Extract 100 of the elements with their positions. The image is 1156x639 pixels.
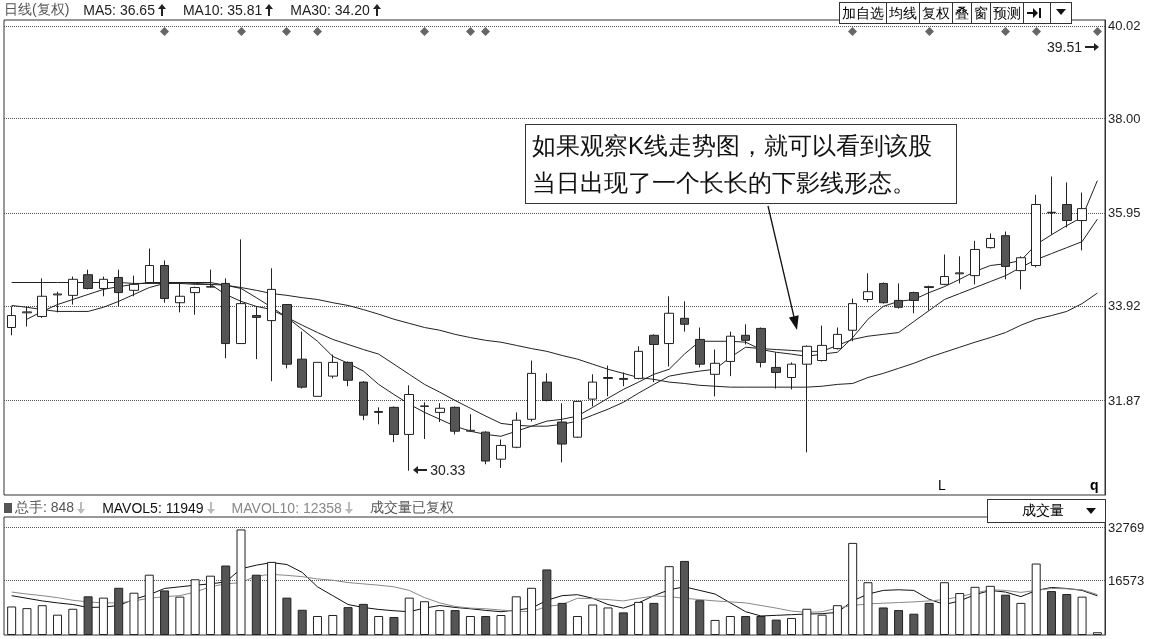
text: 成交量已复权: [369, 499, 454, 517]
y-tick-label: 32769: [1108, 520, 1145, 536]
candlestick: [1016, 255, 1026, 290]
bar: [374, 615, 384, 635]
candlestick: [879, 282, 888, 305]
bar: [190, 579, 200, 635]
bar: [98, 597, 108, 635]
bar: [175, 596, 185, 635]
bar: [22, 608, 32, 635]
bar: [236, 529, 246, 635]
candlestick: [343, 360, 353, 387]
bar: [878, 607, 888, 635]
y-tick-label: 31.87: [1108, 392, 1141, 408]
annotation: 成交量: [1022, 502, 1064, 520]
annotation: 均线: [886, 2, 920, 24]
bar: [1046, 591, 1056, 635]
bar: [267, 561, 277, 635]
bar: [160, 590, 170, 635]
bar: [588, 604, 598, 635]
bar: [282, 597, 292, 635]
bar: [53, 614, 63, 635]
candlestick: [7, 305, 16, 336]
bar: [511, 596, 521, 635]
bar: [710, 619, 720, 635]
bar: [435, 610, 445, 635]
bar: [695, 600, 705, 635]
bar: [1016, 602, 1026, 635]
y-tick-label: 33.92: [1108, 298, 1141, 314]
bar: [481, 615, 491, 635]
bar: [557, 602, 567, 635]
bar: [68, 608, 78, 635]
candlestick: [313, 361, 322, 397]
bar: [618, 612, 628, 635]
bar: [205, 575, 215, 635]
bar: [312, 615, 322, 635]
y-tick-label: 16573: [1108, 573, 1145, 589]
annotation: 30.33: [430, 461, 466, 478]
annotation: L: [938, 477, 946, 493]
candlestick: [649, 333, 659, 383]
bar: [83, 596, 93, 635]
bar: [450, 610, 460, 635]
text: 日线(复权): [4, 1, 70, 19]
bar: [572, 615, 582, 635]
candlestick: [190, 286, 200, 316]
dropdown-field: 成交量: [987, 499, 1106, 523]
y-tick-label: 35.95: [1108, 205, 1141, 221]
bar: [924, 602, 934, 635]
candlestick: [466, 413, 475, 433]
bar: [603, 607, 613, 635]
candlestick: [833, 326, 842, 351]
bar: [894, 610, 904, 635]
text: MAVOL10: 12358: [231, 500, 343, 516]
bar: [985, 585, 995, 635]
bar: [832, 605, 842, 635]
y-tick-label: 40.02: [1108, 18, 1141, 34]
annotation: 39.51: [1046, 39, 1082, 55]
candlestick: [634, 345, 643, 380]
candlestick: [664, 295, 674, 367]
bar: [129, 592, 139, 635]
bar: [37, 605, 47, 635]
candlestick: [863, 272, 873, 303]
y-tick-label: 38.00: [1108, 111, 1141, 127]
candlestick: [695, 326, 705, 368]
bar: [404, 597, 414, 635]
bar: [725, 615, 735, 635]
bar: [787, 617, 797, 635]
bar: [909, 613, 919, 635]
bar: [114, 587, 124, 635]
legend-label: MA5: 36.65: [83, 2, 156, 18]
candlestick: [435, 402, 445, 423]
bar: [817, 614, 827, 635]
candlestick: [741, 323, 750, 345]
bar: [7, 606, 17, 635]
annotation: 窗: [971, 2, 991, 24]
candlestick: [726, 331, 735, 377]
legend-label: MA10: 35.81: [182, 2, 264, 18]
bar: [756, 615, 766, 635]
candlestick: [588, 373, 597, 407]
candlestick: [986, 232, 995, 250]
bar: [144, 574, 154, 635]
bar: [939, 582, 949, 635]
candlestick: [817, 325, 827, 362]
text: MAVOL5: 11949: [102, 500, 205, 516]
annotation: q: [1090, 477, 1099, 493]
bar: [970, 586, 980, 635]
bar: [1062, 594, 1072, 635]
bar: [358, 603, 368, 635]
bar: [955, 593, 965, 635]
candlestick: [328, 354, 338, 379]
bar: [1031, 563, 1041, 635]
bar: [297, 609, 307, 635]
bar: [848, 542, 858, 635]
bar: [1001, 594, 1011, 635]
bar: [1077, 596, 1087, 635]
bar: [649, 602, 659, 635]
candlestick: [53, 291, 62, 313]
bar: [465, 615, 475, 635]
bar: [802, 608, 812, 635]
bar: [527, 587, 537, 635]
bar: [741, 615, 751, 635]
